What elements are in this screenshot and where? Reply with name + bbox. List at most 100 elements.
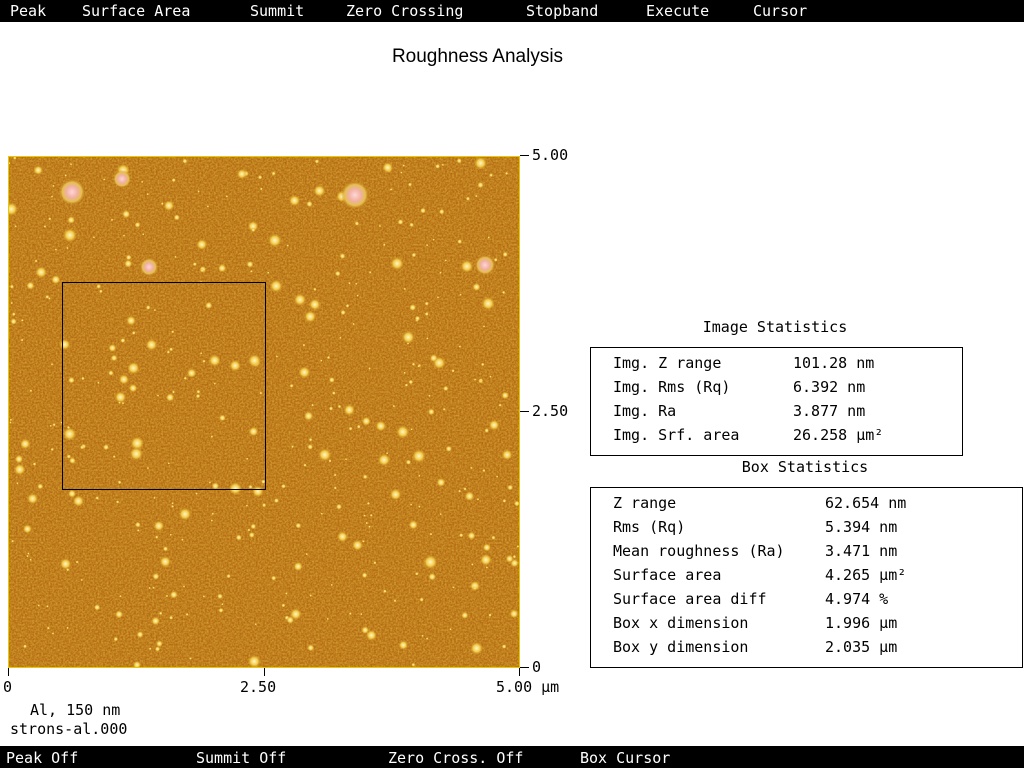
menu-item-zero-crossing[interactable]: Zero Crossing [346,2,464,20]
surface-particle [247,654,261,667]
surface-particle [49,424,52,428]
surface-particle [250,523,257,530]
surface-particle [318,448,332,462]
surface-particle [352,322,355,326]
surface-particle [248,532,255,538]
surface-particle [421,634,424,637]
surface-particle [429,354,438,363]
bottom-axis-label-right: 5.00 µm [496,678,560,696]
status-peak[interactable]: Peak Off [6,749,79,767]
surface-particle [420,207,426,214]
image-stat-value: 101.28 nm [793,354,875,372]
surface-particle [393,599,397,603]
surface-particle [305,552,308,556]
status-box-cursor[interactable]: Box Cursor [580,749,671,767]
surface-particle [221,603,224,606]
menu-item-execute[interactable]: Execute [646,2,710,20]
bottom-axis-tick-mid [264,668,265,676]
menu-item-surface-area[interactable]: Surface Area [82,2,191,20]
surface-particle [419,597,424,602]
surface-particle [449,628,452,631]
surface-particle [290,608,302,620]
surface-particle [408,520,418,530]
surface-particle [11,312,16,317]
surface-particle [159,556,171,568]
surface-particle [441,163,445,167]
surface-particle [484,428,490,433]
surface-particle [501,290,506,295]
surface-particle [181,538,184,541]
menu-item-peak[interactable]: Peak [10,2,47,20]
surface-particle [313,184,326,197]
surface-particle [16,482,19,485]
surface-particle [452,586,455,589]
surface-particle [460,259,474,273]
surface-particle [261,502,267,508]
surface-particle [259,391,263,395]
surface-particle [423,554,438,570]
bottom-axis-tick-left [8,668,9,676]
surface-particle [217,263,227,273]
surface-particle [197,190,200,193]
surface-particle [397,219,404,225]
surface-particle [171,502,174,505]
surface-particle [378,224,382,228]
surface-particle [362,474,368,480]
surface-particle [473,378,477,381]
menu-item-cursor[interactable]: Cursor [753,2,808,20]
surface-particle [26,281,35,290]
afm-height-image[interactable] [8,156,520,668]
surface-particle [66,626,69,630]
surface-particle [501,644,507,649]
surface-particle [169,533,172,536]
surface-particle [126,315,136,326]
surface-particle [339,336,342,339]
surface-particle [185,612,189,616]
surface-particle [205,301,213,310]
image-stat-value: 6.392 nm [793,378,866,396]
surface-particle [467,531,476,540]
surface-particle [470,466,473,470]
surface-particle [426,337,429,340]
status-zero-cross[interactable]: Zero Cross. Off [388,749,524,767]
surface-particle [246,457,249,460]
surface-particle [474,157,488,170]
surface-particle [356,424,361,429]
surface-particle [10,318,17,325]
large-particle [140,258,158,276]
surface-particle [461,611,469,619]
surface-particle [9,202,19,216]
box-cursor[interactable] [62,282,266,490]
status-summit[interactable]: Summit Off [196,749,287,767]
surface-particle [320,359,323,362]
surface-particle [293,293,307,306]
surface-particle [512,554,517,559]
surface-particle [334,270,341,277]
surface-particle [475,194,478,198]
surface-particle [390,256,404,271]
surface-particle [110,218,114,222]
surface-particle [436,477,446,487]
surface-particle [501,391,510,400]
surface-particle [267,271,270,274]
surface-particle [72,495,85,507]
surface-particle [158,611,163,616]
image-stat-label: Img. Rms (Rq) [613,378,731,396]
surface-particle [208,481,212,484]
surface-particle [67,216,75,224]
surface-particle [121,401,125,405]
surface-particle [154,646,161,652]
surface-particle [418,505,421,508]
menu-item-summit[interactable]: Summit [250,2,305,20]
surface-particle [43,225,47,228]
surface-particle [153,496,156,500]
surface-particle [389,188,393,191]
surface-particle [412,449,426,463]
surface-particle [328,459,332,463]
surface-particle [120,337,126,344]
surface-particle [37,604,40,607]
surface-particle [11,539,14,543]
menu-item-stopband[interactable]: Stopband [526,2,599,20]
surface-particle [117,480,122,485]
surface-particle [458,489,461,493]
